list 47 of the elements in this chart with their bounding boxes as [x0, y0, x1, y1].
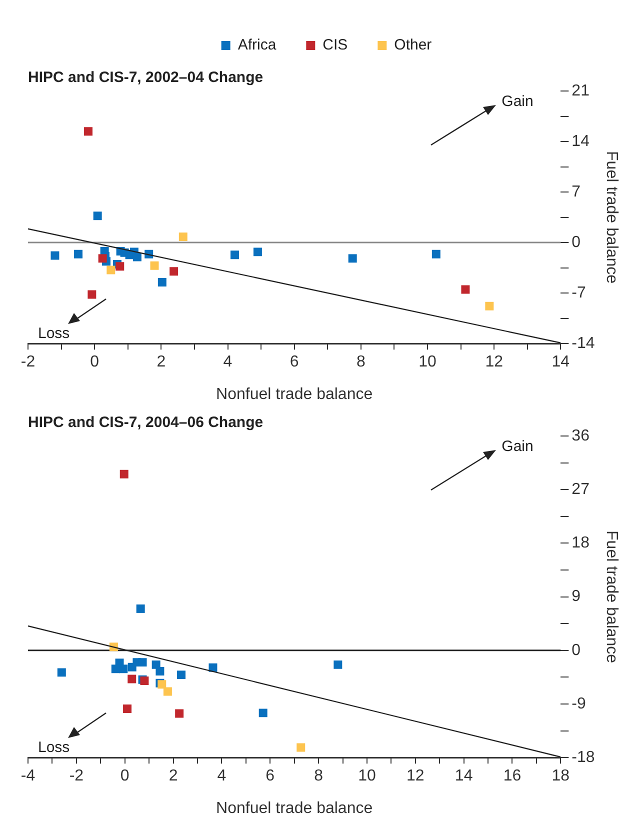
y-tick-label: 14 — [572, 132, 590, 150]
x-tick-label: 14 — [454, 768, 473, 785]
legend-label: CIS — [322, 36, 348, 54]
y-tick-label: 27 — [572, 481, 590, 498]
x-tick-label: 0 — [90, 354, 100, 371]
x-axis-title: Nonfuel trade balance — [216, 800, 373, 817]
x-tick-label: 10 — [358, 768, 376, 785]
y-axis-title: Fuel trade balance — [602, 530, 620, 664]
legend-label: Other — [394, 36, 432, 54]
chart-title: HIPC and CIS-7, 2004–06 Change — [28, 414, 264, 432]
x-tick-label: 6 — [290, 354, 299, 371]
y-tick-label: -9 — [572, 695, 586, 712]
y-tick-label: 0 — [572, 642, 581, 659]
x-tick-label: 2 — [168, 768, 178, 785]
y-tick-label: 21 — [572, 82, 590, 100]
x-tick-label: -4 — [20, 768, 36, 785]
y-tick-label: 18 — [572, 534, 590, 552]
y-tick-label: 9 — [572, 588, 581, 606]
y-tick-label: -7 — [572, 284, 586, 302]
y-axis-title: Fuel trade balance — [602, 151, 620, 284]
x-tick-label: 8 — [356, 354, 366, 371]
x-tick-label: 4 — [217, 768, 226, 785]
annotation: Gain — [502, 93, 534, 110]
x-tick-label: 4 — [223, 354, 232, 371]
chart-title: HIPC and CIS-7, 2002–04 Change — [28, 69, 264, 86]
x-tick-label: -2 — [20, 354, 36, 371]
annotation: Gain — [502, 438, 534, 455]
x-tick-label: 14 — [552, 354, 570, 371]
x-tick-label: 0 — [120, 768, 130, 785]
x-tick-label: 6 — [266, 768, 275, 785]
x-tick-label: 18 — [552, 768, 570, 785]
legend-label: Africa — [238, 36, 277, 54]
x-tick-label: 8 — [314, 768, 324, 785]
x-tick-label: 16 — [503, 768, 522, 785]
x-tick-label: 12 — [485, 354, 504, 371]
annotation: Loss — [38, 324, 70, 342]
y-tick-label: 7 — [572, 183, 581, 200]
y-tick-label: 36 — [572, 427, 590, 444]
x-tick-label: 10 — [418, 354, 437, 371]
y-tick-label: 0 — [572, 234, 581, 251]
x-axis-title: Nonfuel trade balance — [216, 386, 373, 403]
x-tick-label: 12 — [406, 768, 424, 785]
y-tick-label: -18 — [572, 749, 595, 766]
annotation: Loss — [38, 738, 70, 756]
y-tick-label: -14 — [572, 335, 595, 352]
x-tick-label: -2 — [69, 768, 84, 785]
x-tick-label: 2 — [156, 354, 166, 371]
